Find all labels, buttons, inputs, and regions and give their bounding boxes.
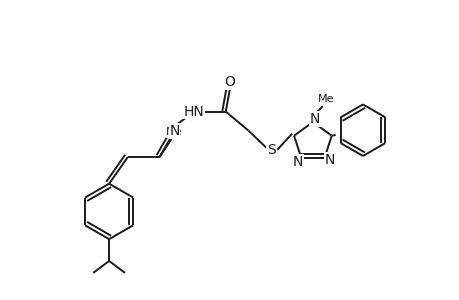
Text: S: S bbox=[266, 143, 275, 157]
Text: O: O bbox=[224, 75, 235, 89]
Text: N: N bbox=[309, 112, 319, 126]
Text: N: N bbox=[324, 153, 334, 167]
Text: N: N bbox=[169, 124, 179, 138]
Text: N: N bbox=[292, 155, 303, 169]
Text: HN: HN bbox=[183, 104, 204, 118]
Text: Me: Me bbox=[317, 94, 333, 104]
Text: Me: Me bbox=[166, 127, 182, 137]
